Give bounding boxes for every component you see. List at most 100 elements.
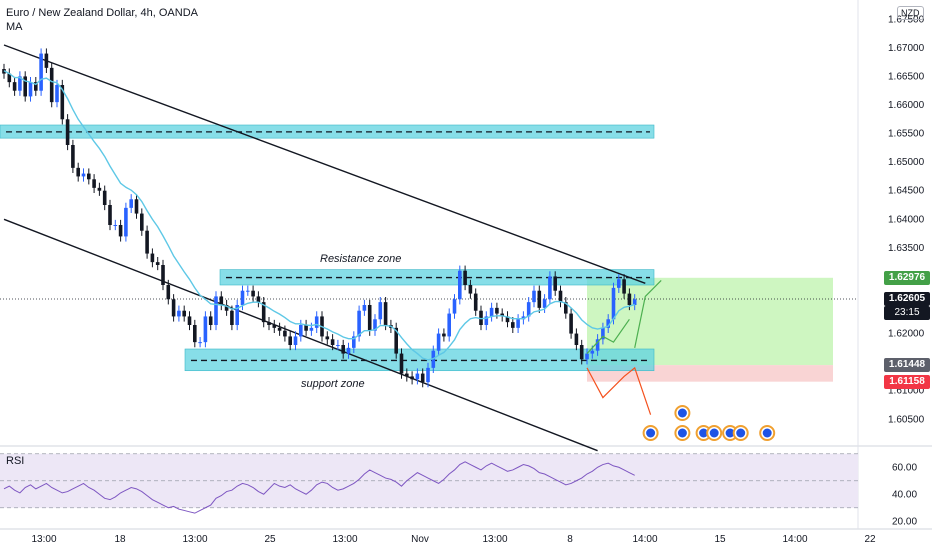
candle-body	[346, 347, 351, 354]
candle-body	[564, 302, 568, 314]
candle-body	[28, 82, 33, 97]
candle-body	[299, 325, 303, 337]
candle-body	[405, 373, 409, 377]
candle-body	[606, 319, 610, 328]
candle-body	[542, 299, 547, 308]
candle-body	[627, 293, 632, 305]
rsi-tick-label: 40.00	[892, 489, 917, 500]
candle-body	[447, 313, 451, 337]
candle-body	[473, 293, 478, 311]
candle-body	[436, 333, 441, 351]
candle-body	[442, 333, 446, 337]
time-tick-label: 15	[714, 534, 726, 545]
candle-body	[505, 316, 510, 323]
time-tick-label: Nov	[411, 534, 429, 545]
time-tick-label: 13:00	[31, 534, 56, 545]
candle-body	[336, 345, 340, 346]
price-tick-label: 1.67000	[888, 43, 925, 54]
price-tick-label: 1.65000	[888, 157, 925, 168]
candle-body	[399, 353, 404, 374]
resistance-zone-label: Resistance zone	[320, 253, 401, 265]
time-tick-label: 14:00	[782, 534, 807, 545]
candle-body	[235, 305, 239, 325]
candle-body	[166, 285, 171, 300]
candle-body	[55, 85, 59, 103]
candle-body	[521, 316, 526, 320]
time-tick-label: 13:00	[182, 534, 207, 545]
candle-body	[463, 270, 467, 285]
candle-body	[415, 373, 420, 380]
current-price-tag: 1.62605	[884, 292, 930, 306]
time-tick-label: 18	[114, 534, 126, 545]
price-tick-label: 1.64500	[888, 186, 925, 197]
candle-body	[394, 327, 398, 354]
candle-body	[304, 325, 308, 331]
chart-title: Euro / New Zealand Dollar, 4h, OANDA	[6, 7, 198, 19]
candle-body	[452, 299, 457, 314]
candle-body	[325, 336, 330, 340]
candle-body	[511, 322, 515, 328]
event-marker-core	[699, 428, 709, 438]
candle-body	[420, 373, 425, 383]
currency-badge[interactable]: NZD	[897, 6, 924, 20]
chart-header: Euro / New Zealand Dollar, 4h, OANDA MA	[6, 6, 198, 34]
candle-body	[558, 290, 563, 303]
candle-body	[526, 302, 531, 317]
candle-body	[362, 305, 367, 311]
price-tick-label: 1.65500	[888, 129, 925, 140]
candle-body	[532, 290, 536, 303]
time-tick-label: 22	[864, 534, 876, 545]
price-tick-label: 1.64000	[888, 214, 925, 225]
price-tick-label: 1.63500	[888, 243, 925, 254]
candle-body	[97, 187, 102, 191]
rsi-tick-label: 20.00	[892, 516, 917, 527]
candle-body	[246, 290, 250, 292]
candle-body	[256, 296, 261, 303]
candle-body	[569, 313, 573, 334]
candle-body	[230, 310, 234, 325]
candle-body	[7, 73, 12, 83]
support-zone-label: support zone	[301, 378, 365, 390]
candle-body	[367, 305, 372, 331]
candle-body	[92, 179, 96, 188]
candle-body	[617, 279, 621, 288]
candle-body	[267, 322, 271, 325]
candle-body	[357, 310, 361, 337]
event-marker-core	[677, 408, 687, 418]
candle-body	[479, 310, 483, 325]
candle-body	[309, 327, 314, 331]
candle-body	[383, 302, 388, 325]
candle-body	[495, 307, 499, 314]
candle-body	[129, 199, 133, 208]
candle-body	[373, 319, 377, 331]
indicator-label-ma[interactable]: MA	[6, 21, 23, 33]
candle-body	[484, 316, 489, 325]
candle-body	[177, 310, 181, 317]
candle-body	[18, 76, 22, 91]
price-tick-label: 1.66000	[888, 100, 925, 111]
price-tick-label: 1.60500	[888, 414, 925, 425]
candle-body	[87, 173, 91, 180]
event-marker-core	[762, 428, 772, 438]
candle-body	[293, 336, 298, 345]
ma-line	[3, 70, 635, 361]
candle-body	[378, 302, 383, 320]
target-price-tag: 1.62976	[884, 270, 930, 285]
candle-body	[71, 145, 75, 168]
candle-body	[124, 207, 128, 237]
rsi-label[interactable]: RSI	[6, 455, 25, 467]
candle-body	[585, 353, 589, 360]
event-marker-core	[725, 428, 735, 438]
stop-price-tag: 1.61158	[884, 374, 930, 389]
candle-body	[468, 285, 473, 294]
event-marker-core	[646, 428, 656, 438]
candle-body	[81, 173, 86, 177]
candle-body	[261, 302, 266, 323]
rsi-line	[3, 461, 635, 514]
entry-price-tag: 1.61448	[884, 358, 930, 373]
time-tick-label: 8	[567, 534, 573, 545]
candle-body	[23, 76, 27, 97]
candle-body	[49, 67, 54, 103]
time-tick-label: 13:00	[482, 534, 507, 545]
